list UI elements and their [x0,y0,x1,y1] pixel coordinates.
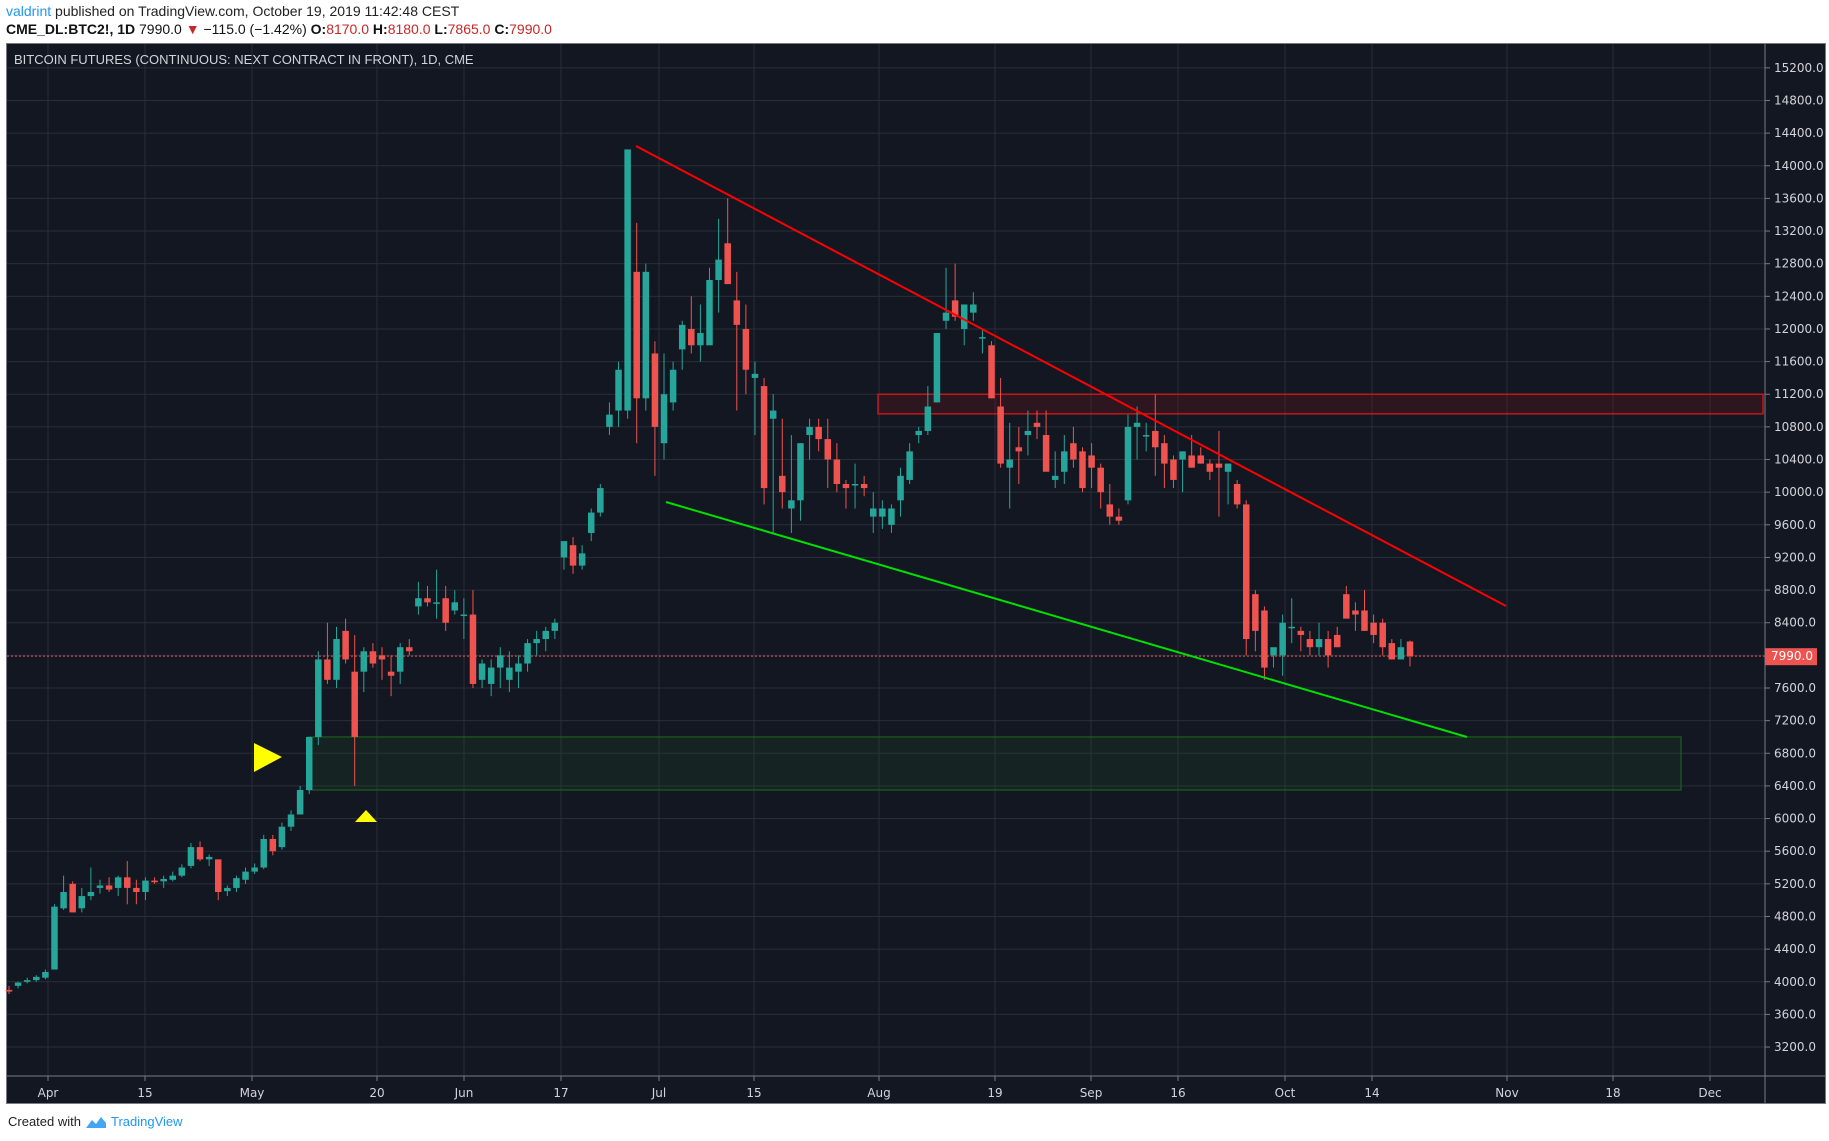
price-axis[interactable]: 3200.0 3600.0 4000.0 4400.0 4800.0 5200.0 5600… [1764,44,1824,1103]
chart-frame[interactable] [6,43,1826,1104]
last-price: 7990.0 [139,21,182,37]
time-tick-label: Jun [454,1086,474,1100]
time-tick-label: May [240,1086,265,1100]
time-tick-label: Apr [38,1086,59,1100]
price-tick-label: 6000.0 [1774,812,1816,826]
footer: Created with TradingView [8,1114,183,1129]
time-tick-label: Jul [651,1086,666,1100]
created-with-label: Created with [8,1114,81,1129]
publisher-line: valdrint published on TradingView.com, O… [6,3,459,19]
chart-markers [254,743,377,822]
price-tick-label: 4000.0 [1774,975,1816,989]
support-trendline[interactable] [665,501,1468,738]
chart-title: BITCOIN FUTURES (CONTINUOUS: NEXT CONTRA… [14,52,474,67]
price-tick-label: 4800.0 [1774,909,1816,923]
candlestick-series [5,149,1414,994]
price-tick-label: 12800.0 [1774,257,1824,271]
price-tick-label: 9200.0 [1774,550,1816,564]
price-tick-label: 14800.0 [1774,93,1824,107]
tradingview-link[interactable]: TradingView [110,1114,183,1129]
time-axis[interactable]: Apr 15 May 20 Jun 17 Jul 15 Aug 19 Sep 16 Oct 14 Nov 18… [7,1075,1825,1100]
price-tick-label: 9600.0 [1774,518,1816,532]
price-tick-label: 11600.0 [1774,355,1824,369]
time-tick-label: 17 [553,1086,568,1100]
price-change: −115.0 (−1.42%) [203,21,307,37]
high-label: H: [372,21,388,37]
low-label: L: [434,21,448,37]
price-tick-label: 3200.0 [1774,1040,1816,1054]
open-label: O: [310,21,327,37]
low-value: 7865.0 [447,21,491,37]
price-tick-label: 6400.0 [1774,779,1816,793]
price-tick-label: 14400.0 [1774,126,1824,140]
price-tick-label: 10000.0 [1774,485,1824,499]
symbol-label: CME_DL:BTC2!, 1D [6,21,136,37]
price-tick-label: 8400.0 [1774,616,1816,630]
last-price-badge [1765,648,1817,666]
support-zone[interactable] [307,736,1682,791]
price-tick-label: 3600.0 [1774,1007,1816,1021]
time-tick-label: 15 [746,1086,761,1100]
time-tick-label: 20 [369,1086,384,1100]
time-tick-label: Aug [867,1086,890,1100]
price-tick-label: 7200.0 [1774,714,1816,728]
time-tick-label: 16 [1170,1086,1185,1100]
price-tick-label: 12400.0 [1774,289,1824,303]
time-tick-label: Sep [1080,1086,1103,1100]
price-tick-label: 10400.0 [1774,453,1824,467]
price-tick-label: 7600.0 [1774,681,1816,695]
price-tick-label: 14000.0 [1774,159,1824,173]
price-tick-label: 4400.0 [1774,942,1816,956]
open-value: 8170.0 [326,21,370,37]
tradingview-logo-icon [85,1116,106,1128]
time-tick-label: 18 [1605,1086,1620,1100]
time-tick-label: Dec [1698,1086,1721,1100]
resistance-trendline[interactable] [635,145,1507,607]
price-tick-label: 13200.0 [1774,224,1824,238]
high-value: 8180.0 [387,21,431,37]
time-tick-label: Oct [1275,1086,1296,1100]
price-tick-label: 11200.0 [1774,387,1824,401]
price-tick-label: 8800.0 [1774,583,1816,597]
resistance-zone[interactable] [877,393,1764,415]
price-tick-label: 5600.0 [1774,844,1816,858]
up-arrow-marker-icon [355,810,377,822]
down-triangle-icon: ▼ [185,21,200,37]
time-tick-label: 19 [987,1086,1002,1100]
published-text: published on TradingView.com, October 19… [51,3,460,19]
last-price-badge-label: 7990.0 [1771,649,1813,663]
chart-zones [7,393,1765,791]
close-value: 7990.0 [509,21,552,37]
price-tick-label: 6800.0 [1774,746,1816,760]
price-tick-label: 5200.0 [1774,877,1816,891]
right-arrow-marker-icon [254,743,282,772]
time-tick-label: Nov [1495,1086,1518,1100]
price-tick-label: 10800.0 [1774,420,1824,434]
price-tick-label: 15200.0 [1774,61,1824,75]
time-tick-label: 14 [1364,1086,1379,1100]
price-tick-label: 12000.0 [1774,322,1824,336]
close-label: C: [494,21,510,37]
trend-lines[interactable] [635,145,1507,738]
price-tick-label: 13600.0 [1774,191,1824,205]
publisher-username[interactable]: valdrint [6,3,52,19]
symbol-info-line: CME_DL:BTC2!, 1D 7990.0 ▼ −115.0 (−1.42%… [6,21,552,37]
time-tick-label: 15 [137,1086,152,1100]
chart-grid [7,44,1765,1076]
